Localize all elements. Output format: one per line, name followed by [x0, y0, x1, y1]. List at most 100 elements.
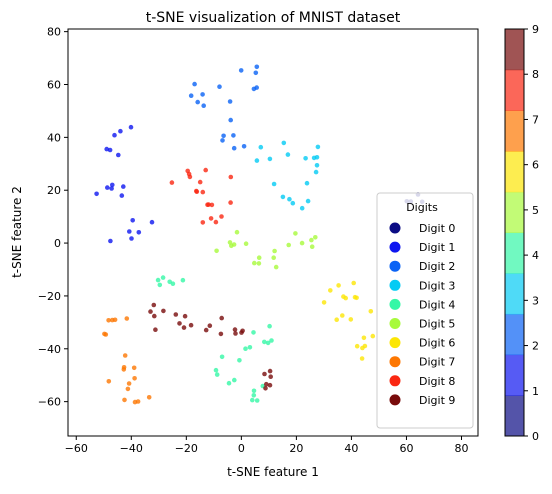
scatter-point-digit-5-2-4 [214, 248, 219, 254]
legend-marker-digit-5 [389, 318, 401, 329]
scatter-point-digit-9-0-3 [177, 321, 182, 326]
colorbar-tick-label: 0 [532, 430, 539, 443]
scatter-point-digit-4-1-5 [226, 380, 232, 386]
scatter-point-digit-7-2-5 [132, 399, 138, 405]
scatter-point-digit-5-0-1 [272, 248, 277, 254]
x-tick-label: 0 [238, 442, 245, 455]
scatter-point-digit-9-3-5 [267, 368, 273, 374]
colorbar-tick-label: 6 [532, 159, 539, 172]
scatter-point-digit-9-2-5 [218, 331, 224, 337]
scatter-point-digit-3-0-1 [271, 181, 277, 187]
scatter-point-digit-3-1-5 [311, 155, 317, 161]
scatter-point-digit-6-2-2 [343, 295, 349, 301]
scatter-point-digit-2-0-1 [188, 93, 194, 98]
legend-label-digit-1: Digit 1 [419, 241, 455, 254]
scatter-point-digit-9-3-0 [267, 382, 273, 388]
x-tick-label: −20 [175, 442, 198, 455]
axes-layer: −60 −40 −20 0 20 40 60 80 −60 −40 −20 0 20 40 60 80 [38, 26, 469, 455]
scatter-point-digit-4-0-0 [157, 282, 163, 288]
legend-marker-digit-4 [389, 298, 401, 310]
colorbar-tick-label: 9 [532, 23, 539, 36]
scatter-point-digit-2-2-5 [251, 86, 257, 92]
scatter-point-digit-9-1-2 [182, 313, 188, 319]
scatter-point-digit-7-2-0 [122, 397, 127, 403]
scatter-point-digit-3-1-2 [303, 156, 308, 161]
scatter-point-digit-7-1-2 [124, 316, 130, 321]
colorbar-cells [505, 29, 524, 437]
scatter-point-digit-9-0-4 [152, 313, 157, 319]
scatter-point-digit-9-1-0 [203, 327, 209, 333]
scatter-point-digit-7-0-1 [132, 376, 137, 381]
scatter-point-digit-9-1-4 [173, 312, 179, 317]
legend-items: Digit 0 Digit 1 Digit 2 Digit 3 Digit 4 Digit… [389, 222, 455, 407]
scatter-point-digit-8-0-0 [169, 180, 175, 185]
scatter-point-digit-3-1-4 [313, 169, 319, 175]
scatter-point-digit-8-2-4 [209, 202, 215, 208]
scatter-point-digit-6-2-3 [336, 283, 341, 288]
legend-frame [376, 192, 474, 429]
scatter-point-digit-9-1-5 [207, 323, 213, 329]
scatter-point-digit-9-3-4 [262, 371, 267, 377]
x-tick-label: 80 [454, 442, 468, 455]
colorbar-cell-2 [505, 313, 524, 356]
scatter-point-digit-8-2-3 [200, 220, 206, 225]
colorbar-tick-label: 7 [532, 113, 539, 126]
x-tick-label: −40 [120, 442, 143, 455]
scatter-point-digit-9-2-4 [219, 315, 224, 321]
scatter-point-digit-6-0-4 [348, 317, 354, 322]
y-tick-label: −60 [38, 396, 61, 409]
y-tick-label: −40 [38, 343, 61, 356]
scatter-point-digit-9-2-1 [239, 330, 244, 335]
scatter-point-digit-4-2-0 [247, 345, 253, 350]
scatter-point-digit-7-0-4 [131, 365, 137, 371]
chart-title: t-SNE visualization of MNIST dataset [146, 10, 401, 26]
legend-marker-digit-0 [389, 222, 401, 234]
colorbar-tick-label: 1 [532, 385, 539, 398]
scatter-point-digit-5-1-0 [286, 242, 292, 248]
scatter-point-digit-1-2-1 [108, 238, 113, 244]
scatter-point-digit-6-1-5 [361, 335, 367, 341]
scatter-point-digit-8-0-5 [197, 179, 203, 185]
y-tick-label: −20 [38, 290, 61, 303]
y-axis-label: t-SNE feature 2 [10, 186, 24, 278]
scatter-point-digit-4-2-3 [251, 330, 256, 335]
scatter-point-digit-6-0-3 [334, 317, 340, 323]
plot-frame [67, 28, 479, 437]
scatter-point-digit-6-1-2 [359, 356, 365, 361]
legend-marker-digit-7 [389, 356, 401, 368]
scatter-point-digit-1-2-4 [130, 218, 135, 223]
scatter-point-digit-4-1-4 [219, 354, 225, 360]
scatter-point-digit-6-0-2 [368, 309, 374, 314]
scatter-point-digit-4-1-0 [213, 367, 219, 373]
scatter-point-digit-2-2-0 [254, 64, 260, 70]
legend-label-digit-2: Digit 2 [419, 260, 455, 273]
scatter-point-digit-5-1-5 [309, 244, 315, 249]
scatter-point-digit-6-2-5 [321, 300, 327, 305]
legend-marker-digit-3 [389, 279, 401, 291]
y-tick-label: 60 [47, 79, 61, 92]
legend-title: Digits [406, 201, 438, 214]
scatter-point-digit-9-3-3 [263, 386, 268, 391]
scatter-point-digit-2-1-5 [228, 117, 233, 123]
scatter-point-digit-8-1-2 [228, 174, 234, 180]
scatter-point-digit-4-1-1 [214, 372, 220, 377]
scatter-point-digit-4-2-5 [267, 323, 272, 329]
legend-label-digit-3: Digit 3 [419, 279, 455, 292]
scatter-point-digit-4-0-4 [155, 277, 161, 283]
scatter-point-digit-4-2-4 [265, 340, 271, 346]
scatter-point-digit-2-1-4 [220, 138, 225, 143]
x-tick-label: 60 [399, 442, 413, 455]
scatter-point-digit-5-1-1 [309, 237, 314, 243]
scatter-point-digit-9-2-3 [233, 331, 238, 336]
scatter-point-digit-5-2-3 [234, 229, 240, 235]
scatter-point-digit-1-2-3 [127, 229, 132, 234]
scatter-point-digit-4-1-3 [243, 346, 248, 352]
colorbar-cell-4 [505, 232, 524, 274]
scatter-point-digit-2-1-1 [231, 133, 236, 138]
scatter-point-digit-3-1-0 [314, 163, 320, 168]
scatter-point-digit-1-1-5 [105, 185, 110, 190]
colorbar-tick-label: 5 [532, 204, 539, 217]
scatter-point-digit-9-3-1 [264, 381, 269, 387]
legend-label-digit-4: Digit 4 [419, 298, 455, 311]
colorbar-cell-7 [505, 110, 524, 152]
